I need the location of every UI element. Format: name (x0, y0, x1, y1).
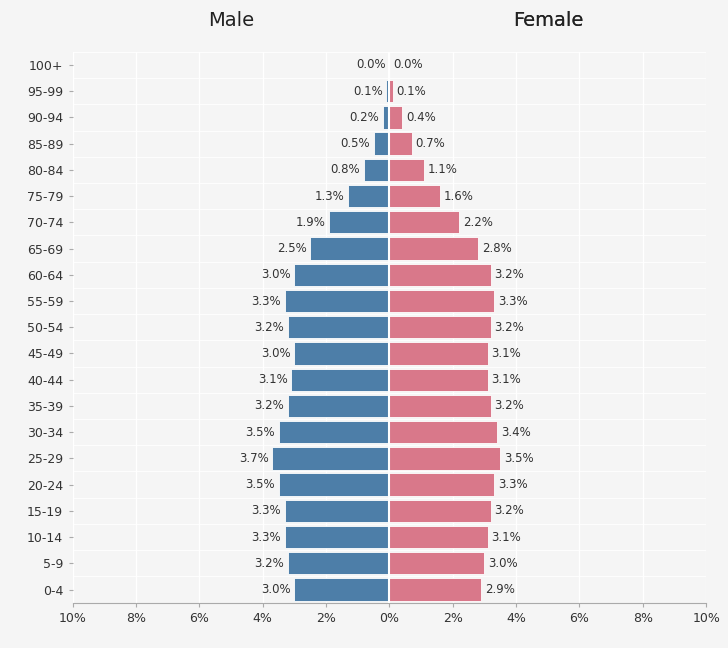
Bar (389, 447, 500, 470)
Text: 3.0%: 3.0% (261, 268, 290, 281)
Text: Female: Female (513, 11, 583, 30)
Text: 3.1%: 3.1% (491, 531, 521, 544)
Text: 3.7%: 3.7% (239, 452, 269, 465)
Text: 0.2%: 0.2% (349, 111, 379, 124)
Text: 1.6%: 1.6% (444, 190, 474, 203)
Text: 0.7%: 0.7% (416, 137, 446, 150)
Bar (389, 159, 424, 181)
Bar (291, 369, 389, 391)
Bar (279, 474, 389, 496)
Text: 0.0%: 0.0% (356, 58, 386, 71)
Text: 3.3%: 3.3% (252, 294, 281, 308)
Bar (389, 395, 491, 417)
Text: 0.1%: 0.1% (353, 85, 382, 98)
Bar (389, 421, 497, 443)
Bar (389, 500, 491, 522)
Text: 3.1%: 3.1% (258, 373, 288, 386)
Text: 3.3%: 3.3% (498, 478, 527, 491)
Text: 1.1%: 1.1% (428, 163, 458, 176)
Text: 3.3%: 3.3% (252, 531, 281, 544)
Bar (389, 80, 392, 102)
Bar (364, 159, 389, 181)
Text: 0.8%: 0.8% (331, 163, 360, 176)
Text: 2.5%: 2.5% (277, 242, 306, 255)
Text: 3.5%: 3.5% (245, 478, 275, 491)
Bar (389, 342, 488, 365)
Bar (389, 211, 459, 233)
Bar (285, 290, 389, 312)
Bar (285, 526, 389, 548)
Bar (389, 290, 494, 312)
Text: 3.0%: 3.0% (261, 583, 290, 596)
Text: 2.8%: 2.8% (482, 242, 512, 255)
Text: 3.4%: 3.4% (501, 426, 531, 439)
Text: 0.0%: 0.0% (393, 58, 423, 71)
Bar (288, 552, 389, 574)
Text: 3.2%: 3.2% (494, 268, 524, 281)
Bar (288, 395, 389, 417)
Bar (389, 579, 481, 601)
Text: Female: Female (513, 11, 583, 30)
Bar (389, 237, 478, 260)
Text: 3.2%: 3.2% (494, 321, 524, 334)
Bar (272, 447, 389, 470)
Bar (285, 500, 389, 522)
Text: 2.2%: 2.2% (463, 216, 493, 229)
Text: 3.0%: 3.0% (488, 557, 518, 570)
Bar (279, 421, 389, 443)
Bar (389, 369, 488, 391)
Text: 3.5%: 3.5% (245, 426, 275, 439)
Text: 3.2%: 3.2% (255, 557, 285, 570)
Bar (389, 316, 491, 338)
Text: 3.2%: 3.2% (255, 321, 285, 334)
Text: 3.3%: 3.3% (252, 504, 281, 517)
Text: 1.3%: 1.3% (314, 190, 344, 203)
Text: 3.5%: 3.5% (504, 452, 534, 465)
Bar (294, 264, 389, 286)
Text: 3.1%: 3.1% (491, 373, 521, 386)
Bar (389, 185, 440, 207)
Bar (294, 579, 389, 601)
Text: 0.1%: 0.1% (397, 85, 426, 98)
Bar (389, 106, 402, 128)
Bar (383, 106, 389, 128)
Text: 3.0%: 3.0% (261, 347, 290, 360)
Bar (373, 132, 389, 155)
Bar (389, 552, 485, 574)
Text: 3.2%: 3.2% (255, 399, 285, 412)
Bar (387, 80, 389, 102)
Bar (288, 316, 389, 338)
Bar (389, 132, 411, 155)
Bar (310, 237, 389, 260)
Text: 3.2%: 3.2% (494, 504, 524, 517)
Bar (389, 264, 491, 286)
Bar (294, 342, 389, 365)
Text: 0.4%: 0.4% (406, 111, 435, 124)
Bar (329, 211, 389, 233)
Text: 3.3%: 3.3% (498, 294, 527, 308)
Text: 1.9%: 1.9% (296, 216, 325, 229)
Bar (389, 474, 494, 496)
Text: 3.1%: 3.1% (491, 347, 521, 360)
Bar (348, 185, 389, 207)
Text: 3.2%: 3.2% (494, 399, 524, 412)
Text: Male: Male (208, 11, 254, 30)
Bar (389, 526, 488, 548)
Text: 2.9%: 2.9% (485, 583, 515, 596)
Text: 0.5%: 0.5% (340, 137, 370, 150)
